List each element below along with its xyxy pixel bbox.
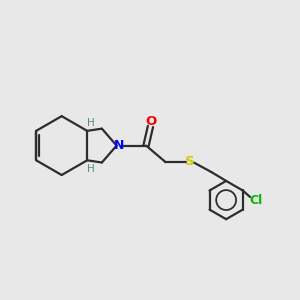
Text: N: N [113,139,124,152]
Text: Cl: Cl [249,194,262,207]
Text: H: H [87,164,94,173]
Text: H: H [87,118,94,128]
Text: S: S [185,155,195,168]
Text: O: O [146,115,157,128]
